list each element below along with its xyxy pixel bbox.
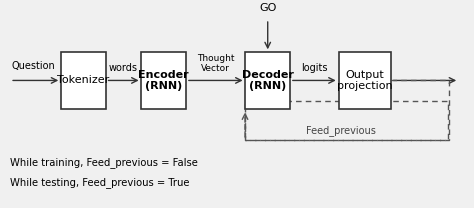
Text: While testing, Feed_previous = True: While testing, Feed_previous = True [10, 177, 190, 188]
Text: Output
projection: Output projection [337, 70, 392, 91]
Text: Encoder
(RNN): Encoder (RNN) [138, 70, 189, 91]
Bar [245, 52, 290, 109]
Text: Feed_previous: Feed_previous [306, 125, 376, 136]
Text: Tokenizer: Tokenizer [57, 76, 109, 85]
Text: While training, Feed_previous = False: While training, Feed_previous = False [10, 157, 198, 168]
Bar [61, 52, 106, 109]
Bar [141, 52, 186, 109]
Text: GO: GO [259, 3, 276, 13]
Text: Question: Question [11, 61, 55, 71]
Text: words: words [109, 63, 138, 73]
Text: Thought
Vector: Thought Vector [197, 54, 235, 73]
Bar [338, 52, 391, 109]
Text: Decoder
(RNN): Decoder (RNN) [242, 70, 294, 91]
Text: logits: logits [301, 63, 327, 73]
Bar [245, 101, 448, 140]
